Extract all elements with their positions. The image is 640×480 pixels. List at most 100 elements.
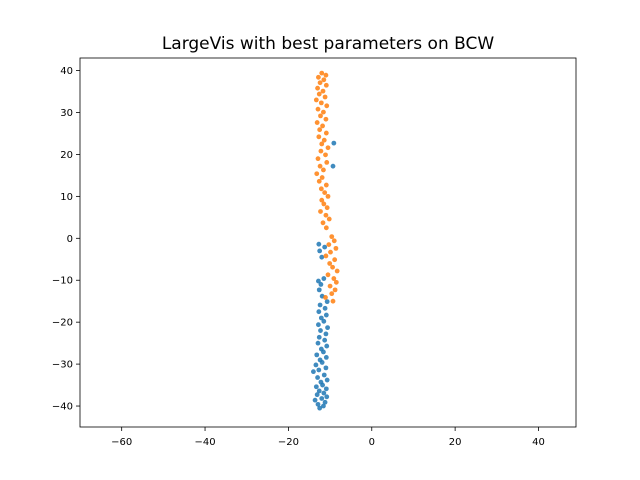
data-point xyxy=(332,287,338,293)
data-point xyxy=(316,241,322,247)
data-point xyxy=(314,352,320,358)
series-1 xyxy=(313,70,340,304)
data-point xyxy=(328,249,333,255)
x-tick-label: −60 xyxy=(111,437,132,448)
data-point xyxy=(315,156,321,162)
data-point xyxy=(322,337,328,343)
data-point xyxy=(319,141,325,147)
data-point xyxy=(315,85,320,91)
data-point xyxy=(322,399,328,405)
data-point xyxy=(321,167,326,173)
data-point xyxy=(325,193,331,199)
data-point xyxy=(317,80,323,86)
data-point xyxy=(325,272,331,278)
data-point xyxy=(325,325,330,331)
data-point xyxy=(330,264,335,270)
y-axis: −40 −30 −20 −10 0 10 20 30 40 xyxy=(52,66,80,413)
data-point xyxy=(320,220,326,226)
data-point xyxy=(319,70,325,76)
data-point xyxy=(321,403,326,409)
x-tick-label: −40 xyxy=(194,437,215,448)
data-point xyxy=(316,322,321,328)
x-tick-label: 40 xyxy=(532,437,545,448)
y-tick-label: −10 xyxy=(52,276,73,287)
data-point xyxy=(318,346,324,352)
data-point xyxy=(323,253,329,259)
plot-area-frame xyxy=(79,57,577,428)
data-point xyxy=(313,97,319,103)
data-point xyxy=(312,397,318,403)
data-point xyxy=(322,94,328,100)
data-point xyxy=(321,276,327,281)
data-point xyxy=(316,388,322,394)
data-point xyxy=(322,244,328,250)
data-point xyxy=(311,369,316,375)
data-point xyxy=(317,302,323,308)
data-point xyxy=(317,248,323,254)
chart-title: LargeVis with best parameters on BCW xyxy=(162,34,495,54)
data-point xyxy=(313,384,319,390)
data-point xyxy=(329,291,335,297)
data-point xyxy=(315,375,320,380)
data-point xyxy=(324,377,330,383)
data-point xyxy=(323,130,329,136)
data-point xyxy=(316,91,322,97)
data-point xyxy=(319,197,325,203)
data-point xyxy=(320,123,325,129)
data-point xyxy=(333,279,339,285)
data-point xyxy=(318,186,324,192)
data-point xyxy=(319,175,325,180)
data-point xyxy=(326,242,332,248)
x-tick-label: −20 xyxy=(278,437,299,448)
data-point xyxy=(313,362,319,368)
data-point xyxy=(326,216,332,222)
data-point xyxy=(331,276,337,281)
y-tick-label: 0 xyxy=(67,234,73,245)
data-point xyxy=(316,309,322,315)
data-point xyxy=(318,328,323,333)
y-tick-label: 20 xyxy=(60,150,73,161)
data-point xyxy=(332,257,338,263)
data-point xyxy=(324,299,330,305)
data-point xyxy=(323,295,328,300)
data-point xyxy=(314,120,320,125)
data-point xyxy=(323,365,329,371)
data-point xyxy=(321,201,327,207)
data-point xyxy=(316,178,322,184)
x-tick-label: 0 xyxy=(369,437,375,448)
data-point xyxy=(318,315,324,321)
data-point xyxy=(330,163,336,169)
x-tick-label: 20 xyxy=(449,437,462,448)
data-point xyxy=(323,354,329,360)
data-point xyxy=(323,82,329,88)
data-point xyxy=(314,171,320,177)
data-point xyxy=(315,401,321,407)
data-point xyxy=(323,225,329,231)
data-point xyxy=(323,331,329,337)
data-point xyxy=(321,77,327,83)
data-point xyxy=(316,74,321,80)
data-point xyxy=(331,238,337,244)
data-point xyxy=(323,386,329,392)
data-point xyxy=(320,88,326,94)
data-point xyxy=(314,392,320,398)
data-point xyxy=(317,163,323,169)
data-point xyxy=(321,372,327,378)
data-point xyxy=(316,367,322,373)
data-point xyxy=(317,405,323,411)
y-tick-label: −20 xyxy=(52,318,73,329)
data-point xyxy=(317,357,323,363)
x-axis: −60 −40 −20 0 20 40 xyxy=(111,427,545,448)
y-tick-label: −30 xyxy=(52,360,73,371)
data-point xyxy=(323,312,329,318)
data-point xyxy=(329,234,335,240)
data-point xyxy=(316,287,322,293)
scatter-points xyxy=(311,70,340,411)
data-point xyxy=(324,103,330,109)
data-point xyxy=(323,182,329,188)
data-point xyxy=(323,152,328,158)
data-point xyxy=(316,134,322,140)
data-point xyxy=(325,145,331,151)
data-point xyxy=(323,116,329,122)
